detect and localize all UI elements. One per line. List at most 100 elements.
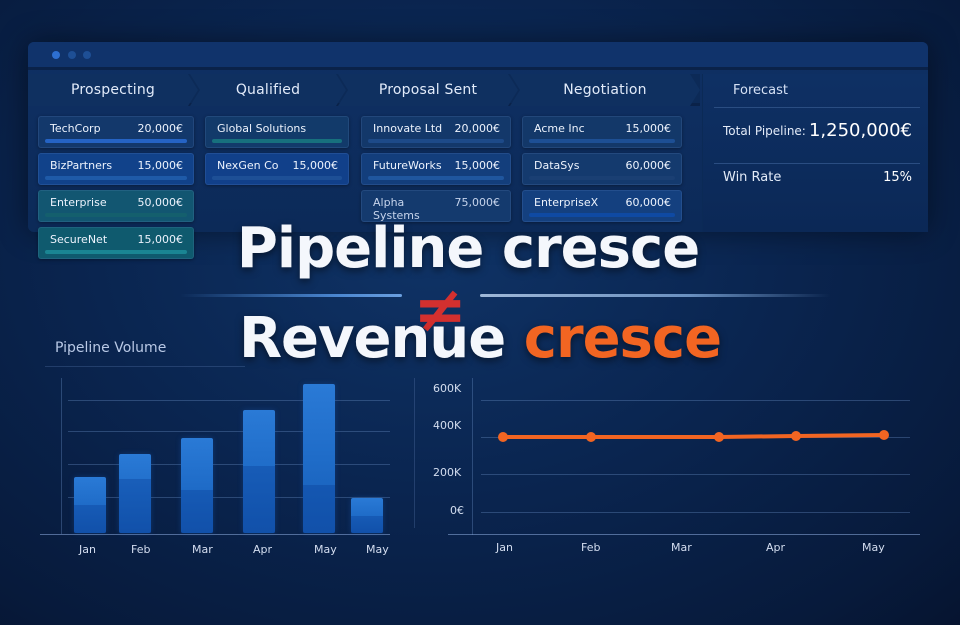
- bar-apr[interactable]: [243, 410, 275, 533]
- x-tick: Jan: [79, 543, 96, 556]
- not-equal-icon: ≠: [413, 273, 467, 347]
- deal-value: 60,000€: [625, 159, 672, 172]
- deal-name: EnterpriseX: [534, 196, 599, 209]
- deal-progress-bar: [529, 176, 675, 180]
- deal-name: Global Solutions: [217, 122, 307, 135]
- y-axis-line: [414, 378, 415, 528]
- bar-may-2[interactable]: [351, 498, 383, 533]
- stage-label: Qualified: [235, 82, 301, 98]
- gridline: [481, 400, 910, 401]
- headline-divider-left: [180, 294, 402, 297]
- deal-name: FutureWorks: [373, 159, 442, 172]
- x-axis-line: [40, 534, 390, 535]
- deal-value: 15,000€: [292, 159, 339, 172]
- data-point-mar: [714, 432, 724, 442]
- stage-qualified[interactable]: Qualified: [190, 74, 346, 106]
- headline-revenue: Revenue cresce: [0, 306, 960, 371]
- window-dot-3[interactable]: [83, 51, 91, 59]
- x-tick: Mar: [671, 541, 692, 554]
- deal-name: Alpha Systems: [373, 196, 420, 222]
- x-tick: Apr: [766, 541, 786, 554]
- deal-name: BizPartners: [50, 159, 113, 172]
- column-proposal-sent: Innovate Ltd 20,000€ FutureWorks 15,000€…: [361, 116, 511, 227]
- x-axis-line: [448, 534, 920, 535]
- deal-value: 15,000€: [454, 159, 501, 172]
- column-negotiation: Acme Inc 15,000€ DataSys 60,000€ Enterpr…: [522, 116, 682, 227]
- x-tick: Feb: [581, 541, 601, 554]
- deal-card[interactable]: FutureWorks 15,000€: [361, 153, 511, 185]
- data-point-may: [879, 430, 889, 440]
- stage-label: Proposal Sent: [378, 82, 478, 98]
- deal-progress-bar: [368, 176, 504, 180]
- y-axis-line: [61, 378, 62, 534]
- bar-may[interactable]: [303, 384, 335, 533]
- stage-negotiation[interactable]: Negotiation: [510, 74, 700, 106]
- bar-jan[interactable]: [74, 477, 106, 533]
- deal-value: 50,000€: [137, 196, 184, 209]
- y-tick: 600K: [433, 382, 462, 395]
- deal-card[interactable]: EnterpriseX 60,000€: [522, 190, 682, 222]
- deal-progress-bar: [45, 176, 187, 180]
- gridline: [68, 431, 390, 432]
- deal-card[interactable]: TechCorp 20,000€: [38, 116, 194, 148]
- deal-card[interactable]: Global Solutions: [205, 116, 349, 148]
- data-point-jan: [498, 432, 508, 442]
- deal-card[interactable]: Acme Inc 15,000€: [522, 116, 682, 148]
- x-tick: May: [366, 543, 389, 556]
- y-tick: 0€: [450, 504, 464, 517]
- deal-name: DataSys: [534, 159, 580, 172]
- deal-card[interactable]: Innovate Ltd 20,000€: [361, 116, 511, 148]
- divider: [714, 107, 920, 108]
- data-point-apr: [791, 431, 801, 441]
- stage-label: Negotiation: [563, 82, 647, 98]
- gridline: [481, 512, 910, 513]
- deal-name: NexGen Co: [217, 159, 279, 172]
- deal-card[interactable]: DataSys 60,000€: [522, 153, 682, 185]
- y-axis-line: [472, 378, 473, 535]
- headline-line-2-orange: cresce: [523, 306, 722, 371]
- deal-card[interactable]: SecureNet 15,000€: [38, 227, 194, 259]
- y-tick: 400K: [433, 419, 462, 432]
- gridline: [68, 497, 390, 498]
- deal-progress-bar: [45, 250, 187, 254]
- deal-card[interactable]: NexGen Co 15,000€: [205, 153, 349, 185]
- x-tick: Mar: [192, 543, 213, 556]
- bar-mar[interactable]: [181, 438, 213, 533]
- forecast-title: Forecast: [733, 83, 789, 98]
- pipeline-window: Prospecting Qualified Proposal Sent Nego…: [28, 42, 928, 259]
- stage-proposal-sent[interactable]: Proposal Sent: [338, 74, 518, 106]
- bar-chart-title: Pipeline Volume: [55, 340, 167, 356]
- window-dot-2[interactable]: [68, 51, 76, 59]
- x-tick: Jan: [496, 541, 513, 554]
- deal-value: 20,000€: [137, 122, 184, 135]
- deal-progress-bar: [212, 139, 342, 143]
- deal-card[interactable]: Enterprise 50,000€: [38, 190, 194, 222]
- gridline: [68, 400, 390, 401]
- deal-card[interactable]: BizPartners 15,000€: [38, 153, 194, 185]
- deal-card[interactable]: Alpha Systems 75,000€: [361, 190, 511, 222]
- deal-value: 15,000€: [137, 159, 184, 172]
- total-pipeline-value: 1,250,000€: [808, 120, 912, 141]
- window-dot-1[interactable]: [52, 51, 60, 59]
- pipeline-stages: Prospecting Qualified Proposal Sent Nego…: [28, 74, 700, 106]
- bar-feb[interactable]: [119, 454, 151, 533]
- x-tick: Apr: [253, 543, 273, 556]
- deal-value: 60,000€: [625, 196, 672, 209]
- headline-line-1: Pipeline cresce: [236, 216, 700, 281]
- headline-divider-right: [480, 294, 830, 297]
- deal-progress-bar: [368, 139, 504, 143]
- gridline: [68, 464, 390, 465]
- total-pipeline-label: Total Pipeline:: [723, 123, 806, 138]
- divider: [714, 163, 920, 164]
- stage-label: Prospecting: [70, 82, 156, 98]
- deal-progress-bar: [529, 213, 675, 217]
- x-tick: May: [862, 541, 885, 554]
- deal-name: SecureNet: [50, 233, 108, 246]
- deal-progress-bar: [45, 139, 187, 143]
- deal-name: Enterprise: [50, 196, 107, 209]
- chart-divider: [45, 366, 245, 367]
- headline-pipeline: Pipeline cresce: [0, 216, 948, 281]
- stage-prospecting[interactable]: Prospecting: [28, 74, 198, 106]
- deal-name: Innovate Ltd: [373, 122, 443, 135]
